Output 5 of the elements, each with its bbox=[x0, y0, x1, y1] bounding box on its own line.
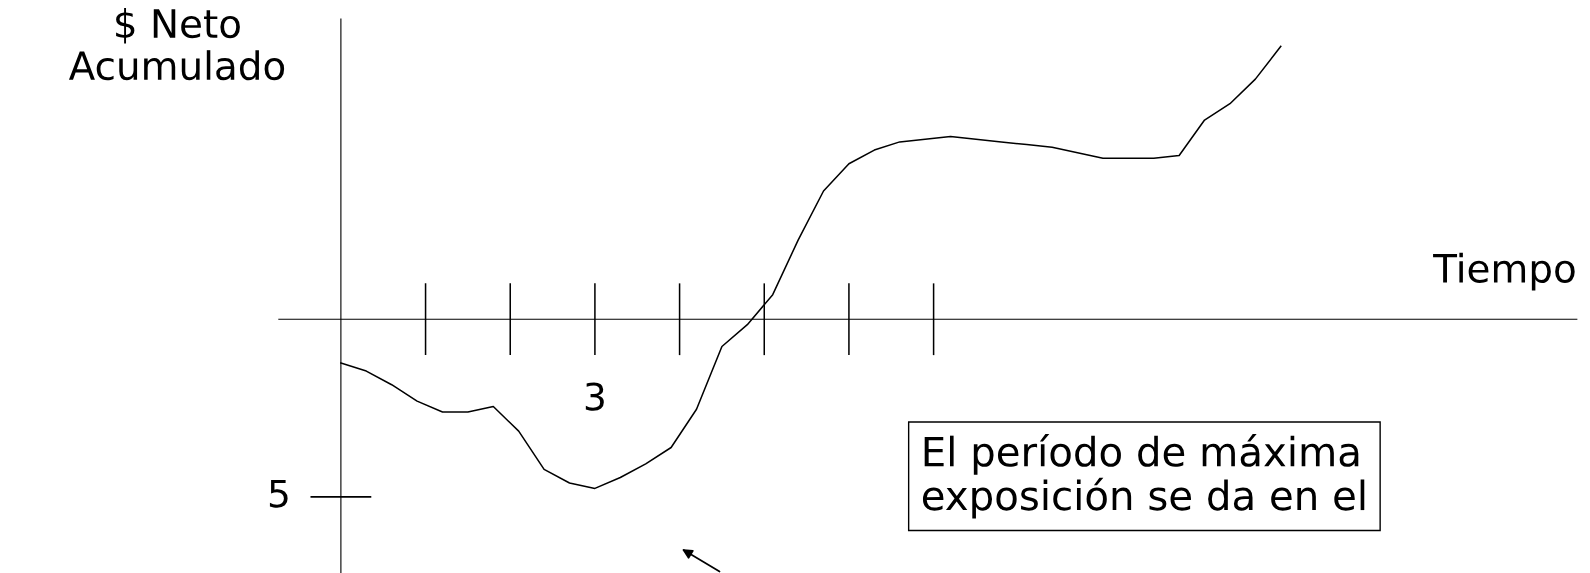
annotation: 3 bbox=[585, 382, 604, 411]
annotation: El período de máxima exposición se da en el bbox=[922, 434, 1365, 519]
text: 5 bbox=[269, 479, 288, 508]
x-axis-title: Tiempo bbox=[1433, 252, 1575, 291]
y-axis-title: $ Neto Acumulado bbox=[68, 8, 285, 81]
